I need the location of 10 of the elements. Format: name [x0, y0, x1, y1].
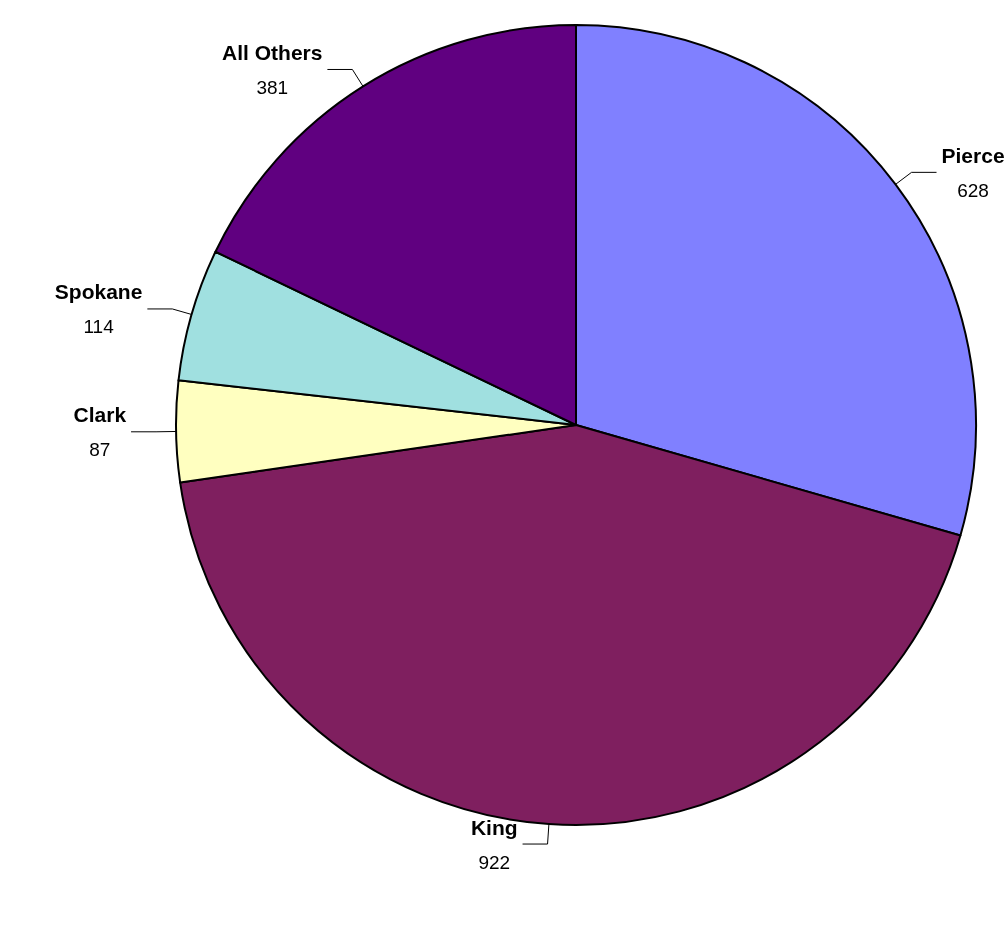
data-label: 628	[957, 179, 989, 201]
data-label: 87	[89, 439, 111, 461]
slice-label: King	[470, 815, 518, 839]
slice-label: Pierce	[941, 143, 1005, 167]
slice-label: Clark	[73, 403, 127, 427]
data-label: 381	[256, 76, 289, 98]
data-label: 114	[83, 316, 115, 338]
slice-label: Spokane	[54, 280, 143, 304]
data-label: 922	[478, 851, 511, 873]
slice-label: All Others	[222, 40, 323, 64]
